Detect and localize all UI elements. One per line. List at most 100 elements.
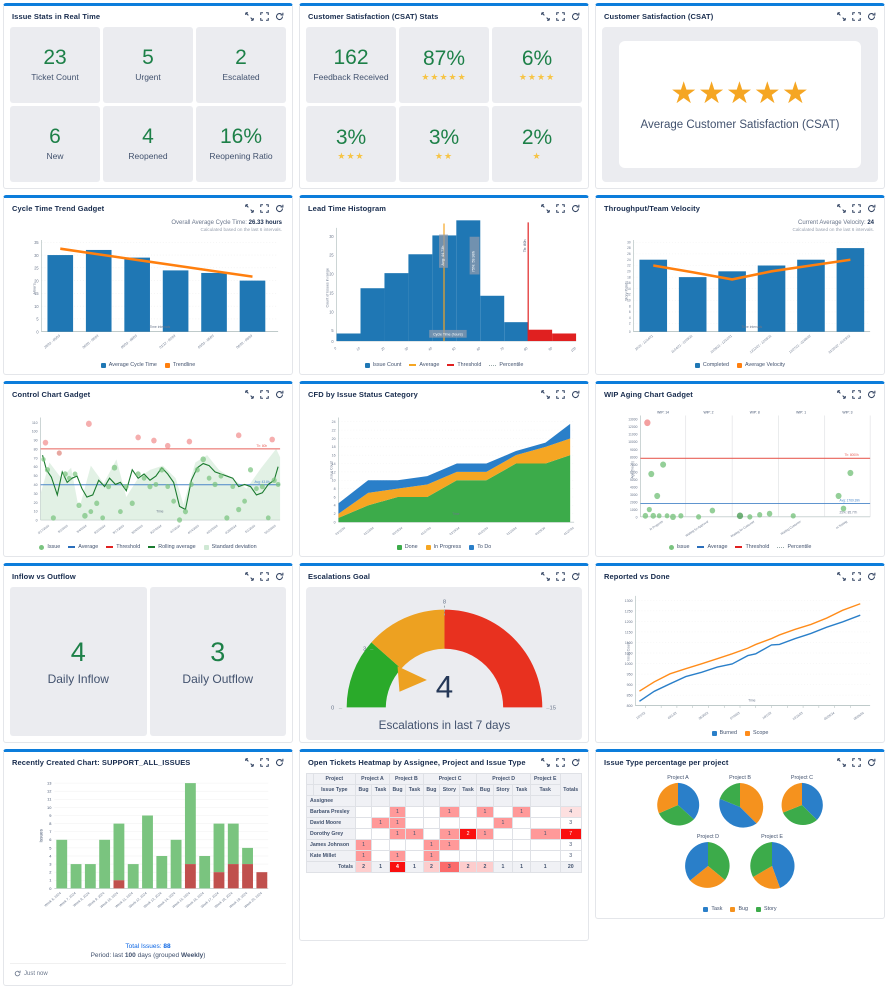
stat-tile: 2% ★ <box>492 106 582 182</box>
svg-text:Issue Count: Issue Count <box>330 461 334 479</box>
collapse-icon[interactable] <box>541 758 550 767</box>
stat-value: 3% <box>428 126 460 149</box>
svg-text:2: 2 <box>629 322 631 326</box>
collapse-icon[interactable] <box>837 390 846 399</box>
expand-icon[interactable] <box>852 12 861 21</box>
collapse-icon[interactable] <box>837 758 846 767</box>
refresh-icon[interactable] <box>571 12 580 21</box>
collapse-icon[interactable] <box>541 572 550 581</box>
panel-header: Control Chart Gadget <box>4 384 292 401</box>
refresh-icon[interactable] <box>571 758 580 767</box>
svg-text:24: 24 <box>627 258 631 262</box>
collapse-icon[interactable] <box>245 204 254 213</box>
refresh-icon[interactable] <box>867 390 876 399</box>
refresh-icon[interactable] <box>571 390 580 399</box>
legend-item: In Progress <box>425 544 461 550</box>
project-group-header: Project A <box>354 773 390 785</box>
expand-icon[interactable] <box>556 12 565 21</box>
panel-lead-time-histogram: Lead Time Histogram 30 25 20 15 10 5 0 Count… <box>299 195 589 375</box>
expand-icon[interactable] <box>556 204 565 213</box>
csat-tile: ★★★★★ Average Customer Satisfaction (CSA… <box>602 27 878 182</box>
legend-swatch-icon <box>703 906 709 912</box>
legend-dot-icon <box>668 544 674 550</box>
svg-text:1000: 1000 <box>625 662 633 666</box>
expand-icon[interactable] <box>852 572 861 581</box>
panel-escalations-goal: Escalations Goal 0– 3– 8 15– <box>299 563 589 743</box>
expand-icon[interactable] <box>260 390 269 399</box>
svg-text:26: 26 <box>627 252 631 256</box>
expand-icon[interactable] <box>852 390 861 399</box>
svg-text:2000: 2000 <box>630 500 638 504</box>
expand-icon[interactable] <box>260 204 269 213</box>
panel-icon-group <box>245 572 284 581</box>
panel-title: Cycle Time Trend Gadget <box>12 204 105 213</box>
expand-icon[interactable] <box>852 204 861 213</box>
collapse-icon[interactable] <box>541 390 550 399</box>
escalations-gauge[interactable]: 0– 3– 8 15– 4 Escalations in last 7 days <box>312 590 577 737</box>
expand-icon[interactable] <box>556 390 565 399</box>
collapse-icon[interactable] <box>837 12 846 21</box>
stat-value: 162 <box>333 46 369 70</box>
cycle-time-chart[interactable]: 35 30 25 20 15 10 5 0 Hours <box>10 233 286 361</box>
star-rating-icon: ★ <box>532 151 542 161</box>
heat-cell <box>388 839 407 851</box>
collapse-icon[interactable] <box>837 572 846 581</box>
throughput-chart[interactable]: 30 28 26 24 22 20 18 16 14 12 10 8 6 4 2 0 Story P… <box>602 233 878 361</box>
reported-done-chart[interactable]: 1300 1250 1200 1150 1100 1050 1000 950 900 850… <box>602 587 878 729</box>
collapse-icon[interactable] <box>541 12 550 21</box>
expand-icon[interactable] <box>852 758 861 767</box>
svg-text:12/27/21 - 01/09/22: 12/27/21 - 01/09/22 <box>788 334 811 355</box>
collapse-icon[interactable] <box>245 572 254 581</box>
expand-icon[interactable] <box>556 572 565 581</box>
wip-aging-chart[interactable]: 13000 12000 11000 10000 9000 8000 7000 6000 50… <box>602 405 878 543</box>
svg-text:0: 0 <box>36 518 38 522</box>
collapse-icon[interactable] <box>245 390 254 399</box>
legend-label: Percentile <box>499 362 524 368</box>
table-row: Barbara Presley 1 1 1 1 4 <box>306 806 582 818</box>
svg-text:20: 20 <box>380 346 385 352</box>
svg-text:4: 4 <box>629 316 631 320</box>
refresh-icon[interactable] <box>275 390 284 399</box>
table-header-row: Project Project A Project B Project C Pr… <box>306 773 582 807</box>
panel-title: Reported vs Done <box>604 572 670 581</box>
expand-icon[interactable] <box>260 12 269 21</box>
panel-icon-group <box>837 204 876 213</box>
refresh-icon[interactable] <box>275 572 284 581</box>
cfd-chart[interactable]: 24 22 20 18 16 14 12 10 8 6 4 2 0 Issue Count Ti… <box>306 405 582 543</box>
lead-time-chart[interactable]: 30 25 20 15 10 5 0 Count of issues in range <box>306 219 582 361</box>
collapse-icon[interactable] <box>837 204 846 213</box>
period-prefix: Period: last <box>90 952 124 959</box>
collapse-icon[interactable] <box>245 12 254 21</box>
expand-icon[interactable] <box>556 758 565 767</box>
refresh-icon[interactable] <box>275 204 284 213</box>
refresh-icon[interactable] <box>867 204 876 213</box>
refresh-icon[interactable] <box>275 758 284 767</box>
refresh-icon[interactable] <box>867 758 876 767</box>
heat-cell <box>458 839 478 851</box>
lead-time-legend: Issue Count Average Threshold Percentile <box>306 361 582 368</box>
refresh-icon[interactable] <box>571 204 580 213</box>
pie-chart-project-e[interactable] <box>747 841 797 891</box>
row-total: 4 <box>559 806 582 818</box>
refresh-icon[interactable] <box>14 970 21 977</box>
collapse-icon[interactable] <box>245 758 254 767</box>
expand-icon[interactable] <box>260 572 269 581</box>
pie-chart-project-c[interactable] <box>779 782 825 828</box>
legend-item: Scope <box>745 730 768 736</box>
refresh-icon[interactable] <box>867 572 876 581</box>
control-chart[interactable]: 110 100 90 80 70 60 50 40 30 20 10 0 Th: 80h Avg… <box>10 405 286 543</box>
pie-chart-project-a[interactable] <box>655 782 701 828</box>
kpi-label: Current Average Velocity: <box>798 220 866 226</box>
refresh-icon[interactable] <box>867 12 876 21</box>
expand-icon[interactable] <box>260 758 269 767</box>
pie-chart-project-b[interactable] <box>715 782 765 832</box>
pie-chart-project-d[interactable] <box>683 841 733 891</box>
stat-value: 5 <box>142 46 154 70</box>
table-row: James Johnson 1 1 1 3 <box>306 839 582 851</box>
corner-project-label: Project <box>312 773 356 785</box>
collapse-icon[interactable] <box>541 204 550 213</box>
refresh-icon[interactable] <box>571 572 580 581</box>
refresh-icon[interactable] <box>275 12 284 21</box>
